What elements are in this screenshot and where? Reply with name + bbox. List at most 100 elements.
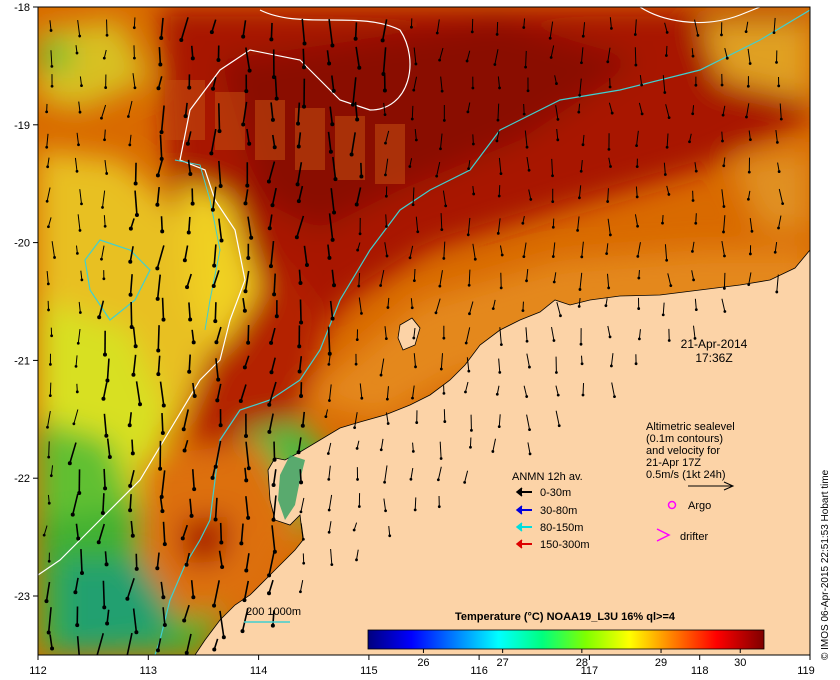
- velocity-arrow: [215, 383, 222, 403]
- velocity-arrow: [722, 215, 726, 234]
- velocity-arrow: [637, 329, 641, 341]
- green-northwest: [40, 40, 70, 70]
- velocity-arrow: [192, 382, 197, 399]
- velocity-arrow: [299, 580, 304, 594]
- velocity-arrow: [499, 272, 503, 290]
- isobath-1000m-north: [639, 7, 761, 24]
- velocity-arrow: [495, 130, 500, 143]
- velocity-arrow: [526, 414, 531, 432]
- velocity-arrow: [722, 272, 726, 290]
- land-mass: [194, 249, 810, 655]
- velocity-arrow: [384, 242, 389, 258]
- velocity-arrow: [411, 442, 415, 453]
- velocity-arrow: [104, 551, 109, 567]
- colorbar-ticks: 26 27 28 29 30: [417, 649, 746, 669]
- velocity-arrow: [128, 218, 135, 231]
- velocity-arrow: [525, 327, 529, 343]
- velocity-arrow: [466, 357, 471, 373]
- velocity-arrow: [353, 412, 358, 430]
- velocity-arrow: [97, 300, 105, 320]
- velocity-arrow: [661, 302, 665, 317]
- colorbar-title: Temperature (°C) NOAA19_L3U 16% ql>=4: [455, 611, 676, 623]
- velocity-arrow: [556, 128, 560, 142]
- velocity-arrow: [125, 577, 135, 601]
- velocity-arrow: [498, 358, 502, 374]
- velocity-arrow: [496, 218, 501, 235]
- velocity-arrow: [521, 301, 525, 313]
- velocity-arrow: [211, 270, 220, 288]
- velocity-arrow: [186, 216, 191, 235]
- velocity-arrow: [496, 103, 500, 122]
- velocity-arrow: [156, 76, 163, 91]
- velocity-arrow: [694, 19, 700, 37]
- velocity-arrow: [379, 358, 385, 377]
- velocity-arrow: [609, 353, 614, 368]
- velocity-arrow: [298, 269, 303, 286]
- velocity-arrow: [384, 130, 390, 145]
- velocity-arrow: [179, 17, 189, 43]
- velocity-arrow: [155, 552, 160, 571]
- velocity-arrow: [213, 302, 218, 324]
- velocity-arrow: [694, 162, 698, 173]
- velocity-arrow: [133, 45, 136, 60]
- velocity-arrow: [209, 19, 217, 35]
- velocity-arrow: [471, 134, 475, 146]
- velocity-arrow: [77, 19, 82, 38]
- velocity-arrow: [327, 494, 333, 512]
- velocity-arrow: [70, 493, 79, 517]
- velocity-arrow: [245, 47, 252, 73]
- velocity-arrow: [103, 215, 107, 228]
- velocity-arrow: [383, 465, 388, 484]
- velocity-arrow: [244, 553, 250, 573]
- x-axis: 112 113 114 115 116 117 118 119: [29, 655, 815, 677]
- velocity-arrow: [219, 610, 226, 640]
- y-tick: -20: [14, 238, 38, 250]
- velocity-arrow: [44, 581, 51, 604]
- velocity-arrow: [551, 242, 556, 258]
- velocity-arrow: [577, 297, 581, 308]
- velocity-arrow: [243, 270, 250, 294]
- velocity-arrow: [130, 520, 135, 538]
- velocity-arrow: [330, 188, 337, 215]
- velocity-arrow: [46, 157, 50, 169]
- velocity-arrow: [77, 469, 82, 496]
- velocity-arrow: [408, 245, 414, 260]
- velocity-arrow: [96, 523, 106, 545]
- velocity-arrow: [745, 103, 750, 119]
- velocity-arrow: [436, 466, 442, 482]
- velocity-arrow: [608, 102, 614, 115]
- svg-text:-22: -22: [14, 473, 30, 485]
- velocity-arrow: [267, 413, 274, 434]
- velocity-arrow: [350, 77, 357, 107]
- velocity-arrow: [49, 20, 53, 32]
- velocity-arrow: [77, 214, 82, 232]
- velocity-arrow: [272, 441, 277, 462]
- velocity-arrow: [411, 187, 415, 207]
- velocity-arrow: [551, 218, 555, 229]
- velocity-arrow: [73, 577, 79, 595]
- velocity-arrow: [210, 465, 217, 480]
- velocity-arrow: [267, 579, 274, 596]
- velocity-arrow: [358, 217, 362, 236]
- velocity-arrow: [747, 157, 751, 174]
- velocity-arrow: [744, 21, 749, 33]
- velocity-arrow: [498, 157, 503, 176]
- velocity-arrow: [667, 328, 671, 342]
- velocity-arrow: [75, 245, 79, 255]
- velocity-arrow: [383, 498, 387, 513]
- teal-south: [60, 560, 170, 650]
- velocity-arrow: [608, 78, 612, 89]
- velocity-arrow: [48, 382, 52, 398]
- velocity-arrow: [266, 161, 276, 184]
- velocity-arrow: [438, 47, 444, 62]
- velocity-arrow: [329, 300, 335, 321]
- velocity-arrow: [271, 469, 277, 488]
- svg-text:-19: -19: [14, 120, 30, 132]
- velocity-arrow: [466, 102, 471, 114]
- svg-text:117: 117: [581, 665, 599, 677]
- velocity-arrow: [155, 186, 160, 207]
- velocity-arrow: [352, 522, 358, 532]
- velocity-arrow: [384, 186, 388, 198]
- velocity-arrow: [80, 549, 85, 575]
- velocity-arrow: [442, 190, 448, 208]
